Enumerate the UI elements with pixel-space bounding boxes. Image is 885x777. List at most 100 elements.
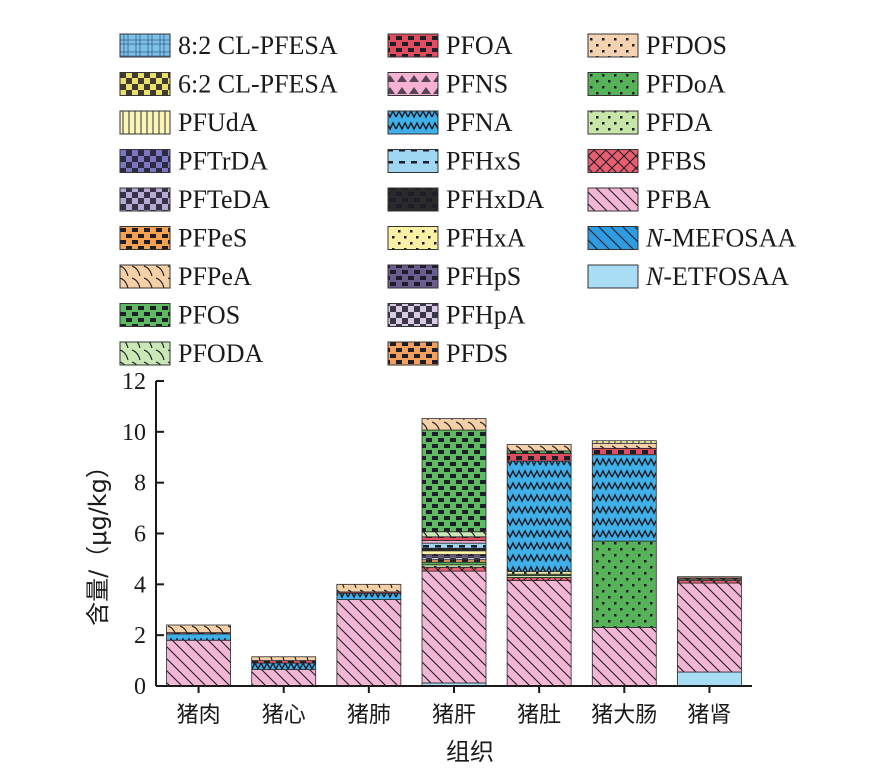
bar-segment-pfba bbox=[251, 669, 317, 687]
bar-segment-pfpea bbox=[591, 442, 657, 449]
legend-label-n-mefosaa: N-MEFOSAA bbox=[645, 224, 796, 253]
legend-item-pfoa: PFOA bbox=[387, 31, 513, 60]
legend-swatch-pfhxda bbox=[387, 187, 439, 212]
bar-segment-pfba bbox=[421, 570, 487, 684]
legend-label-pfoda: PFODA bbox=[178, 339, 263, 368]
legend-swatch-pfoda bbox=[119, 341, 171, 366]
legend-swatch-pfdos bbox=[587, 33, 639, 58]
legend-swatch-n-mefosaa bbox=[587, 226, 639, 250]
bar-segment-pfos bbox=[421, 429, 487, 533]
legend-item-pfbs: PFBS bbox=[587, 147, 707, 176]
legend-label-pfdoa: PFDoA bbox=[646, 70, 726, 99]
bar-segment-pfhxa bbox=[421, 550, 487, 555]
legend: 8:2 CL-PFESA 6:2 CL-PFESA PFUdA PFTrDA PFTeD… bbox=[119, 31, 796, 368]
legend-item-pfos: PFOS bbox=[119, 301, 240, 330]
bar-segment-pfpea bbox=[166, 624, 231, 634]
bar-segment-pfpea bbox=[506, 444, 572, 452]
legend-swatch-pfteda bbox=[119, 187, 171, 212]
legend-item-n-etfosaa: N-ETFOSAA bbox=[587, 262, 789, 291]
bar-segment-pfba bbox=[677, 582, 742, 673]
x-tick-label: 猪肾 bbox=[687, 703, 731, 728]
legend-swatch-pfhps bbox=[387, 264, 439, 289]
legend-item-pfns: PFNS bbox=[387, 70, 508, 99]
legend-swatch-pfhpa bbox=[387, 303, 439, 327]
bar-segment-pfba bbox=[166, 639, 231, 687]
bar-stack-2 bbox=[251, 656, 317, 687]
legend-swatch-pfhxs bbox=[387, 149, 439, 173]
legend-label-pfna: PFNA bbox=[446, 108, 513, 137]
legend-label-pfhxa: PFHxA bbox=[446, 224, 526, 253]
y-axis-title: 含量/（μg/kg） bbox=[84, 454, 112, 626]
legend-swatch-pfds bbox=[387, 341, 439, 366]
bar-segment-pfbs bbox=[506, 577, 572, 581]
bar-segment-pfba bbox=[336, 599, 402, 687]
legend-swatch-6-2-cl-pfesa bbox=[119, 72, 171, 96]
bar-segment-pfpea bbox=[336, 583, 402, 593]
legend-swatch-pfuda bbox=[119, 110, 171, 135]
legend-item-pfba: PFBA bbox=[587, 185, 711, 214]
legend-label-pfdos: PFDOS bbox=[646, 31, 727, 60]
legend-label-8-2-cl-pfesa: 8:2 CL-PFESA bbox=[178, 31, 338, 60]
x-tick-label: 猪大肠 bbox=[591, 703, 657, 728]
legend-label-pfda: PFDA bbox=[646, 108, 713, 137]
bar-segment-pfna bbox=[506, 460, 572, 573]
bars bbox=[166, 418, 742, 687]
legend-swatch-pfns bbox=[387, 72, 439, 96]
legend-swatch-pfos bbox=[119, 303, 171, 327]
legend-item-pfteda: PFTeDA bbox=[119, 185, 270, 214]
bar-segment-pfba bbox=[506, 580, 572, 687]
legend-item-n-mefosaa: N-MEFOSAA bbox=[587, 224, 796, 253]
plot-area: 0 2 4 6 8 10 12 猪肉 猪心 猪肺 猪肝 猪肚 猪大肠 猪肾 bbox=[122, 369, 752, 728]
legend-swatch-pfdoa bbox=[587, 72, 639, 96]
bar-segment-n-etfosaa bbox=[677, 671, 742, 687]
bar-segment-pfdoa bbox=[591, 540, 657, 628]
bar-segment-pfna bbox=[251, 662, 317, 670]
legend-item-pftrda: PFTrDA bbox=[119, 147, 268, 176]
legend-swatch-pfna bbox=[387, 110, 439, 135]
y-tick-label: 0 bbox=[134, 674, 146, 700]
bar-segment-pfuda bbox=[591, 440, 657, 444]
legend-item-pfna: PFNA bbox=[387, 108, 513, 137]
legend-label-pfteda: PFTeDA bbox=[178, 185, 270, 214]
legend-item-pfoda: PFODA bbox=[119, 339, 263, 368]
legend-label-pfoa: PFOA bbox=[446, 31, 513, 60]
legend-label-pfhpa: PFHpA bbox=[446, 301, 526, 330]
bar-stack-6 bbox=[591, 440, 657, 687]
bar-segment-pfoda bbox=[421, 531, 487, 538]
legend-item-pfhxs: PFHxS bbox=[387, 147, 521, 176]
bar-segment-pfbs bbox=[421, 566, 487, 572]
bar-segment-pfhxs bbox=[421, 542, 487, 549]
legend-item-6-2-cl-pfesa: 6:2 CL-PFESA bbox=[119, 70, 338, 99]
bar-stack-5 bbox=[506, 444, 572, 687]
legend-label-n-etfosaa: N-ETFOSAA bbox=[645, 262, 789, 291]
x-ticks: 猪肉 猪心 猪肺 猪肝 猪肚 猪大肠 猪肾 bbox=[177, 686, 731, 728]
y-tick-label: 4 bbox=[134, 572, 146, 598]
legend-label-pfpes: PFPeS bbox=[178, 224, 247, 253]
legend-label-pfhxda: PFHxDA bbox=[446, 185, 544, 214]
legend-label-pfpea: PFPeA bbox=[178, 262, 252, 291]
legend-item-pfpes: PFPeS bbox=[119, 224, 247, 253]
legend-item-8-2-cl-pfesa: 8:2 CL-PFESA bbox=[119, 31, 338, 60]
y-ticks: 0 2 4 6 8 10 12 bbox=[122, 369, 164, 700]
legend-item-pfds: PFDS bbox=[387, 339, 508, 368]
bar-stack-4 bbox=[421, 418, 487, 687]
legend-label-6-2-cl-pfesa: 6:2 CL-PFESA bbox=[178, 70, 338, 99]
bar-segment-pfpea bbox=[251, 656, 317, 661]
legend-label-pfuda: PFUdA bbox=[178, 108, 258, 137]
legend-swatch-pfbs bbox=[587, 149, 639, 173]
y-tick-label: 6 bbox=[134, 522, 146, 548]
legend-item-pfuda: PFUdA bbox=[119, 108, 258, 137]
legend-label-pftrda: PFTrDA bbox=[178, 147, 268, 176]
x-tick-label: 猪肚 bbox=[517, 703, 561, 728]
bar-segment-pfoa bbox=[506, 453, 572, 462]
legend-swatch-n-etfosaa bbox=[587, 264, 639, 289]
legend-swatch-pfpea bbox=[119, 264, 171, 289]
legend-label-pfds: PFDS bbox=[446, 339, 508, 368]
legend-item-pfhpa: PFHpA bbox=[387, 301, 526, 330]
legend-swatch-pfpes bbox=[119, 226, 171, 250]
y-tick-label: 12 bbox=[122, 369, 146, 395]
legend-item-pfdos: PFDOS bbox=[587, 31, 727, 60]
y-tick-label: 2 bbox=[134, 623, 146, 649]
legend-swatch-pfba bbox=[587, 187, 639, 212]
bar-segment-pfna bbox=[166, 633, 231, 641]
